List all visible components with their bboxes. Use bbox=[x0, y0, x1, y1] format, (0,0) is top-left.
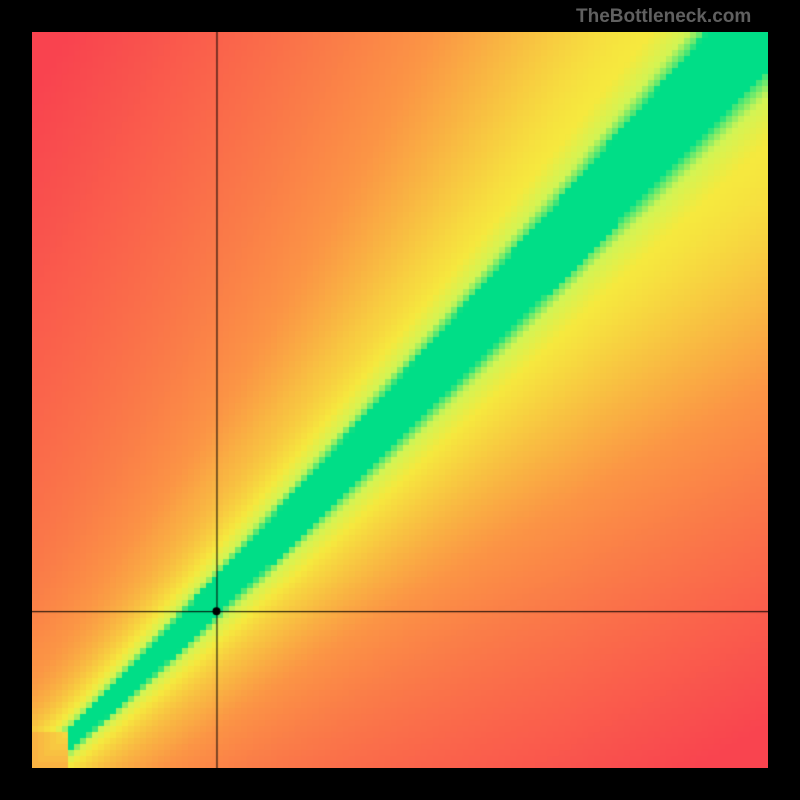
watermark-text: TheBottleneck.com bbox=[576, 6, 751, 28]
bottleneck-heatmap bbox=[32, 32, 768, 768]
